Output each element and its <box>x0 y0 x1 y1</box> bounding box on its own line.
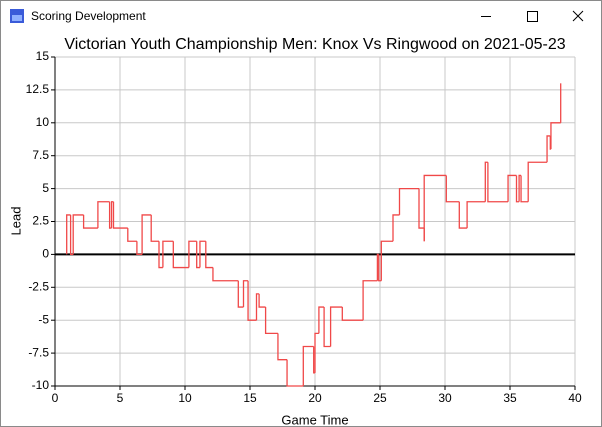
step-segment <box>380 240 393 281</box>
step-segment <box>264 307 278 335</box>
step-segment <box>196 241 200 269</box>
x-tick-label: 10 <box>178 391 192 405</box>
step-segment <box>212 267 239 282</box>
y-tick-label: -5 <box>38 312 49 326</box>
step-segment <box>258 293 266 308</box>
y-tick-label: 12.5 <box>26 82 50 96</box>
x-tick-label: 40 <box>568 391 582 405</box>
y-tick-label: 10 <box>36 115 50 129</box>
step-segment <box>329 306 343 347</box>
y-tick-label: 0 <box>42 247 49 261</box>
step-segment <box>66 214 71 255</box>
x-tick-label: 5 <box>117 391 124 405</box>
y-tick-label: 5 <box>42 181 49 195</box>
step-segment <box>487 162 509 203</box>
x-tick-label: 15 <box>243 391 257 405</box>
y-tick-label: 15 <box>36 49 50 63</box>
step-segment <box>323 307 331 348</box>
step-segment <box>458 201 468 229</box>
step-segment <box>418 188 425 229</box>
x-tick-label: 0 <box>52 391 59 405</box>
close-button[interactable] <box>555 1 601 31</box>
step-segment <box>97 201 110 229</box>
step-segment <box>484 161 488 202</box>
x-tick-label: 25 <box>373 391 387 405</box>
step-segment <box>205 241 213 269</box>
step-segment <box>362 280 378 321</box>
step-segment <box>82 214 98 229</box>
step-segment <box>172 241 189 269</box>
y-tick-label: -7.5 <box>28 345 49 359</box>
step-segment <box>286 359 304 387</box>
step-segment <box>341 307 364 321</box>
chart-title: Victorian Youth Championship Men: Knox V… <box>64 36 565 53</box>
x-tick-label: 30 <box>438 391 452 405</box>
y-axis-label: Lead <box>8 207 23 236</box>
title-bar: Scoring Development <box>1 1 601 31</box>
step-segment <box>188 240 197 268</box>
step-segment <box>69 214 74 256</box>
x-tick-label: 20 <box>308 391 322 405</box>
step-segment <box>507 174 517 202</box>
step-segment <box>141 214 152 255</box>
y-tick-label: 7.5 <box>32 148 49 162</box>
step-segment <box>255 293 260 321</box>
step-segment <box>302 345 314 386</box>
step-segment <box>378 254 382 282</box>
step-segment <box>398 187 419 215</box>
x-axis-label: Game Time <box>281 412 348 426</box>
step-segment <box>242 280 249 308</box>
step-segment <box>247 280 257 321</box>
step-segment <box>527 161 548 202</box>
step-segment <box>314 332 319 373</box>
step-segment <box>162 240 174 268</box>
step-segment <box>550 122 561 150</box>
chart: Victorian Youth Championship Men: Knox V… <box>8 36 582 426</box>
step-segment <box>136 241 143 256</box>
step-segment <box>112 201 128 229</box>
step-segment <box>237 280 244 308</box>
x-tick-label: 35 <box>503 391 517 405</box>
step-segment <box>445 175 460 203</box>
step-segment <box>277 333 288 361</box>
step-segment <box>520 175 529 203</box>
y-tick-label: -10 <box>32 378 50 392</box>
step-segment <box>72 214 84 255</box>
step-segment <box>127 228 137 242</box>
step-segment <box>546 135 551 163</box>
maximize-button[interactable] <box>509 1 555 31</box>
y-tick-label: -2.5 <box>28 279 49 293</box>
step-segment <box>158 241 163 269</box>
step-segment <box>150 214 159 242</box>
step-segment <box>466 201 486 229</box>
app-icon <box>10 9 24 23</box>
window-title: Scoring Development <box>31 9 146 23</box>
step-segment <box>318 306 325 334</box>
y-tick-label: 2.5 <box>32 214 49 228</box>
step-segment <box>392 214 400 242</box>
minimize-button[interactable] <box>463 1 509 31</box>
step-segment <box>515 175 520 203</box>
step-segment <box>423 174 447 242</box>
step-segment <box>199 240 206 268</box>
